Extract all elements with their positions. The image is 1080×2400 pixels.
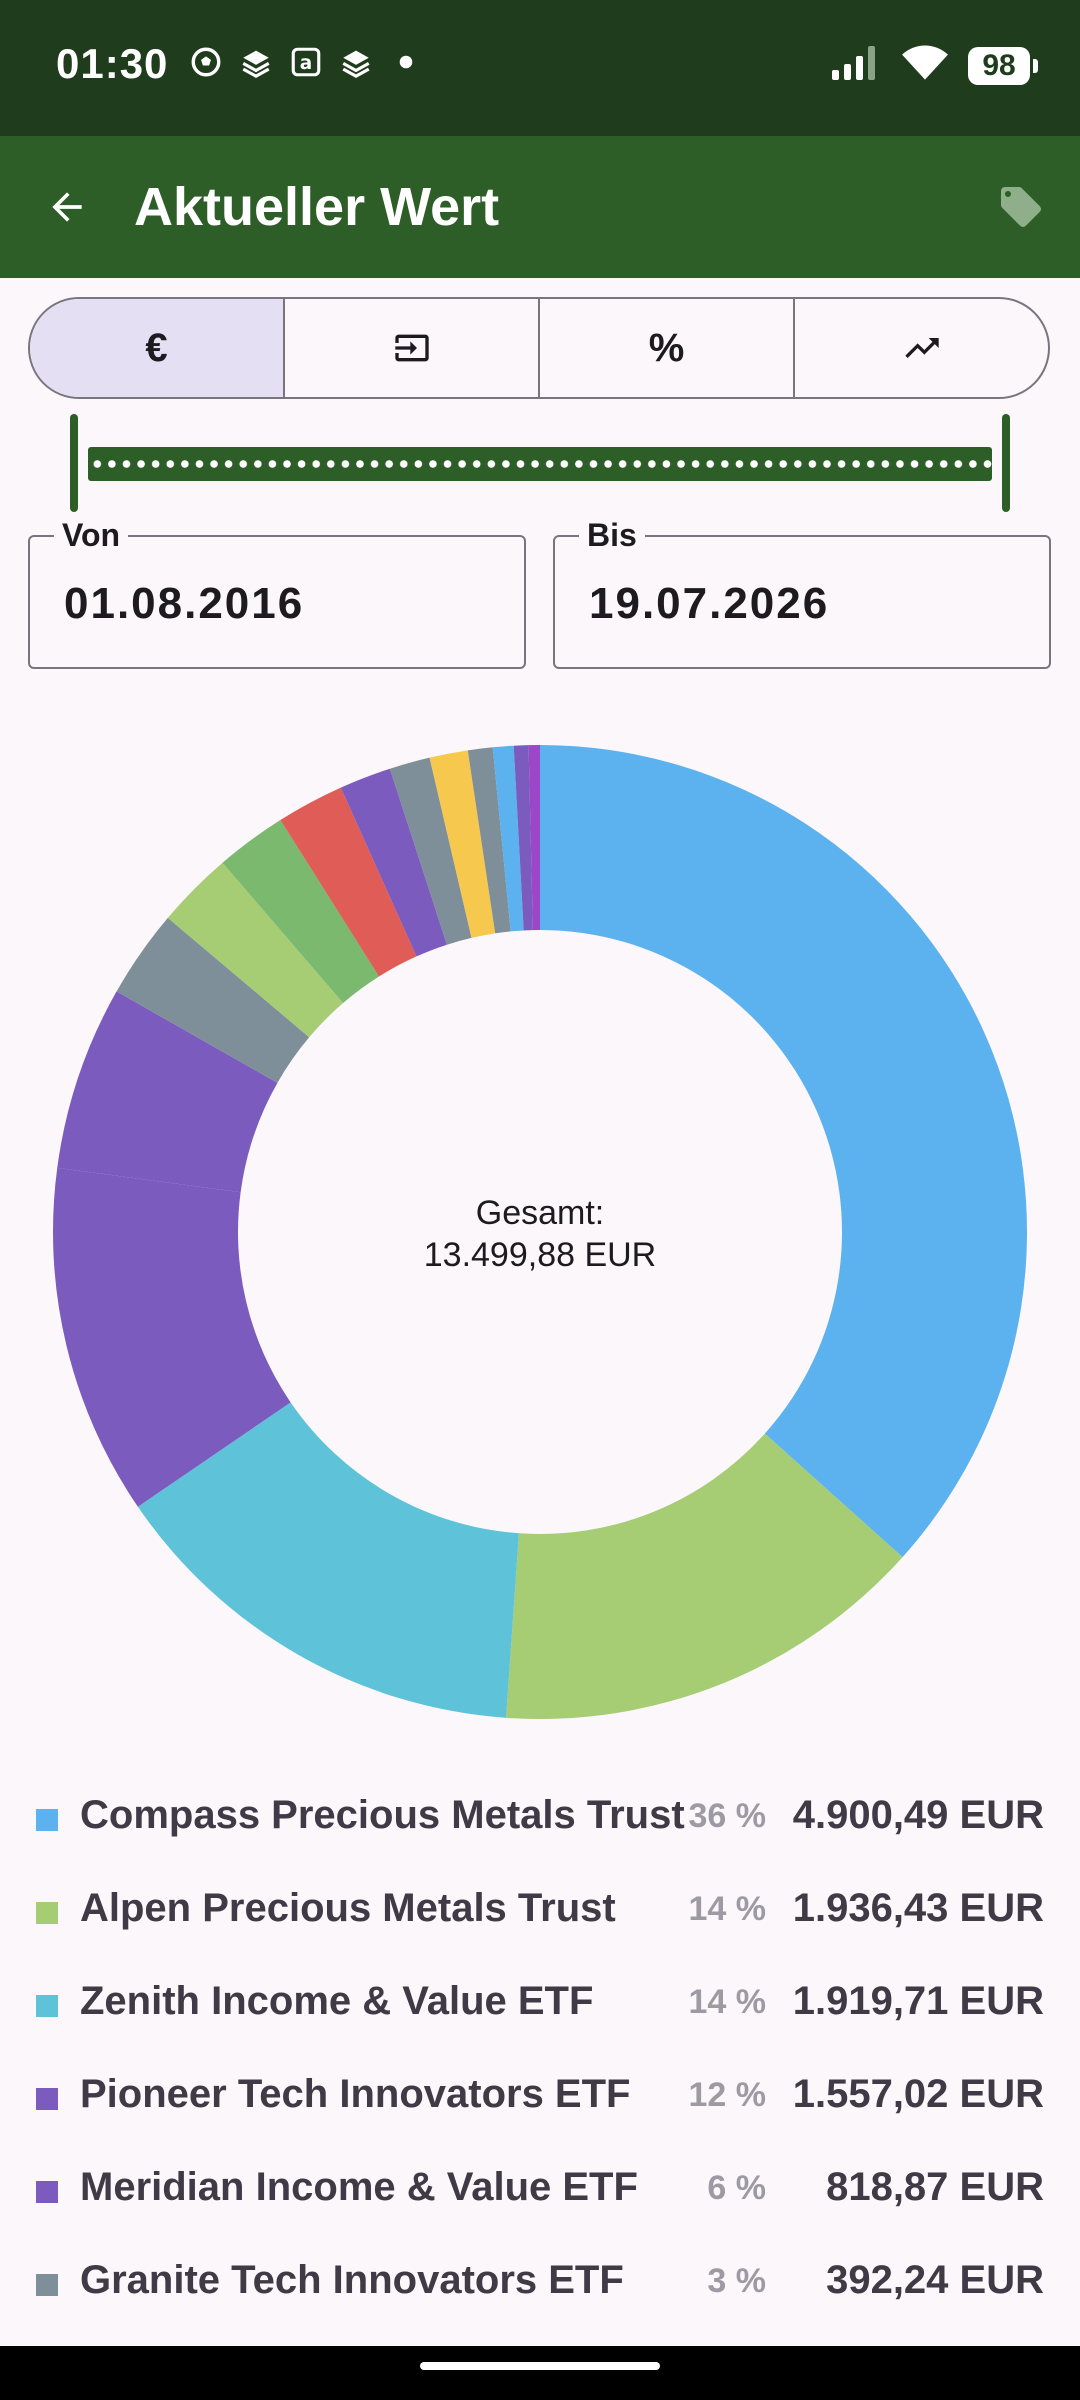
home-gesture-handle[interactable] <box>420 2362 660 2370</box>
segment-euro[interactable]: € <box>30 299 285 397</box>
segment-trend[interactable] <box>795 299 1048 397</box>
legend-swatch <box>36 1902 58 1924</box>
range-slider-track[interactable] <box>88 447 992 481</box>
tag-button[interactable] <box>992 178 1050 236</box>
range-slider-end-handle[interactable] <box>1002 414 1010 512</box>
chart-legend: Compass Precious Metals Trust 36 % 4.900,4… <box>0 1787 1080 2345</box>
legend-percent: 6 % <box>707 2169 766 2207</box>
legend-value: 818,87 EUR <box>826 2165 1044 2209</box>
donut-center-label: Gesamt: 13.499,88 EUR <box>340 1192 740 1276</box>
legend-item[interactable]: Zenith Income & Value ETF 14 % 1.919,71 EU… <box>0 1973 1080 2066</box>
signal-icon <box>830 44 882 87</box>
status-time: 01:30 <box>56 40 169 87</box>
donut-slice-2[interactable] <box>137 1402 519 1718</box>
donut-slice-3[interactable] <box>52 1167 291 1507</box>
donut-slice-7[interactable] <box>222 819 380 1004</box>
donut-slice-12[interactable] <box>467 747 511 934</box>
from-date-label: Von <box>54 517 129 554</box>
total-value: 13.499,88 EUR <box>423 1236 657 1274</box>
legend-swatch <box>36 2274 58 2296</box>
donut-chart-svg <box>52 745 1028 1719</box>
legend-name: Pioneer Tech Innovators ETF <box>80 2072 631 2116</box>
percent-icon: % <box>648 325 685 370</box>
legend-value: 392,24 EUR <box>826 2258 1044 2302</box>
tag-icon <box>1001 187 1041 227</box>
wifi-icon <box>900 44 950 87</box>
donut-slice-0[interactable] <box>540 745 1028 1558</box>
legend-name: Zenith Income & Value ETF <box>80 1979 594 2023</box>
legend-name: Granite Tech Innovators ETF <box>80 2258 624 2302</box>
transfer-icon <box>394 334 429 362</box>
legend-item[interactable]: Meridian Income & Value ETF 6 % 818,87 EUR <box>0 2159 1080 2252</box>
legend-value: 4.900,49 EUR <box>792 1793 1044 1837</box>
legend-percent: 14 % <box>688 1983 767 2021</box>
donut-slice-10[interactable] <box>389 757 472 945</box>
donut-slice-13[interactable] <box>492 745 524 932</box>
legend-percent: 36 % <box>688 1797 767 1835</box>
legend-swatch <box>36 1995 58 2017</box>
range-slider-start-handle[interactable] <box>70 414 78 512</box>
from-date-field[interactable]: Von 01.08.2016 <box>28 517 526 669</box>
donut-chart: Gesamt: 13.499,88 EUR <box>0 720 1080 1740</box>
amazon-icon: a <box>288 44 324 80</box>
trend-icon <box>904 338 939 358</box>
donut-slice-8[interactable] <box>280 787 417 977</box>
status-right: 98 <box>830 44 1038 87</box>
total-label: Gesamt: <box>475 1194 605 1232</box>
donut-slice-5[interactable] <box>116 917 310 1083</box>
soccer-ball-icon <box>188 44 224 80</box>
stack-icon <box>338 44 374 80</box>
legend-value: 1.919,71 EUR <box>792 1979 1044 2023</box>
legend-swatch <box>36 1809 58 1831</box>
legend-percent: 3 % <box>707 2262 766 2300</box>
legend-item[interactable]: Granite Tech Innovators ETF 3 % 392,24 EUR <box>0 2252 1080 2345</box>
segment-percent[interactable]: % <box>540 299 795 397</box>
donut-slice-1[interactable] <box>506 1433 903 1719</box>
legend-item[interactable]: Compass Precious Metals Trust 36 % 4.900,4… <box>0 1787 1080 1880</box>
dot-icon <box>388 44 424 80</box>
arrow-left-icon <box>52 192 82 222</box>
euro-icon: € <box>145 325 168 370</box>
system-navigation-bar <box>0 2346 1080 2400</box>
donut-slice-4[interactable] <box>57 991 278 1193</box>
donut-slice-15[interactable] <box>528 745 540 931</box>
legend-name: Compass Precious Metals Trust <box>80 1793 685 1837</box>
legend-swatch <box>36 2181 58 2203</box>
donut-slice-14[interactable] <box>513 745 533 931</box>
status-bar: 01:30 a 98 <box>0 0 1080 136</box>
page-title: Aktueller Wert <box>134 177 500 237</box>
legend-swatch <box>36 2088 58 2110</box>
legend-value: 1.936,43 EUR <box>792 1886 1044 1930</box>
legend-item[interactable]: Pioneer Tech Innovators ETF 12 % 1.557,02 … <box>0 2066 1080 2159</box>
from-date-value: 01.08.2016 <box>64 579 305 628</box>
app-bar: Aktueller Wert <box>0 136 1080 278</box>
donut-slice-6[interactable] <box>167 862 344 1038</box>
stack-icon <box>238 44 274 80</box>
donut-slice-11[interactable] <box>429 750 496 938</box>
donut-slice-9[interactable] <box>340 768 447 957</box>
to-date-label: Bis <box>579 517 645 554</box>
back-button[interactable] <box>38 178 96 236</box>
legend-percent: 14 % <box>688 1890 767 1928</box>
legend-item[interactable]: Alpen Precious Metals Trust 14 % 1.936,43 … <box>0 1880 1080 1973</box>
battery-indicator: 98 <box>968 46 1038 85</box>
segment-transfer[interactable] <box>285 299 540 397</box>
notification-icons: a <box>188 44 424 80</box>
svg-text:a: a <box>300 53 312 74</box>
legend-name: Meridian Income & Value ETF <box>80 2165 638 2209</box>
legend-name: Alpen Precious Metals Trust <box>80 1886 616 1930</box>
view-mode-selector: € % <box>28 297 1050 399</box>
legend-percent: 12 % <box>688 2076 767 2114</box>
legend-value: 1.557,02 EUR <box>792 2072 1044 2116</box>
to-date-field[interactable]: Bis 19.07.2026 <box>553 517 1051 669</box>
to-date-value: 19.07.2026 <box>589 579 830 628</box>
